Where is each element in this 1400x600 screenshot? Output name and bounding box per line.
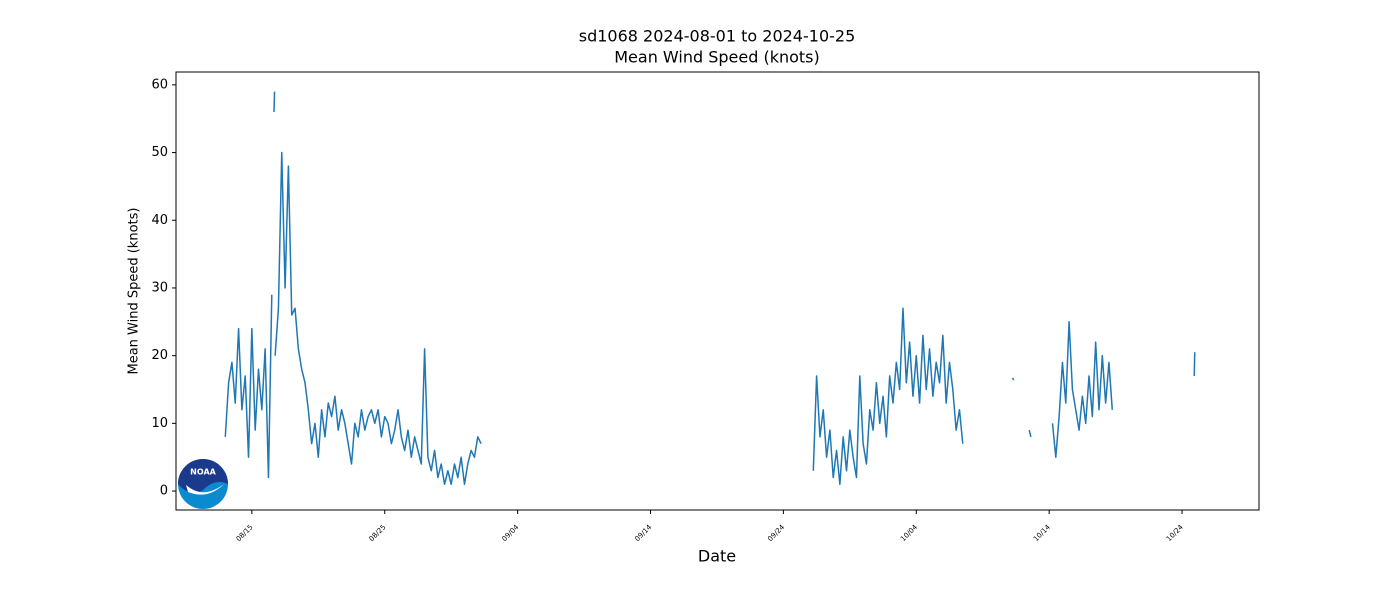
y-tick-label: 0 xyxy=(160,484,168,499)
y-axis-label: Mean Wind Speed (knots) xyxy=(127,208,142,375)
logo-top xyxy=(178,459,228,493)
logo-text: NOAA xyxy=(190,468,216,477)
data-line xyxy=(224,91,1196,486)
y-tick-label: 20 xyxy=(151,348,168,363)
plot-area xyxy=(224,91,1196,486)
y-tick-label: 10 xyxy=(151,416,168,431)
chart-subtitle: Mean Wind Speed (knots) xyxy=(614,48,820,67)
y-tick-label: 40 xyxy=(151,213,168,228)
x-axis-label: Date xyxy=(698,547,736,566)
y-tick-label: 30 xyxy=(151,280,168,295)
noaa-logo: NOAA xyxy=(178,459,228,509)
chart-title: sd1068 2024-08-01 to 2024-10-25 xyxy=(579,27,856,46)
y-tick-label: 50 xyxy=(151,145,168,160)
logo-wave xyxy=(186,484,224,495)
axes-frame xyxy=(175,71,1260,511)
y-tick-label: 60 xyxy=(151,77,168,92)
